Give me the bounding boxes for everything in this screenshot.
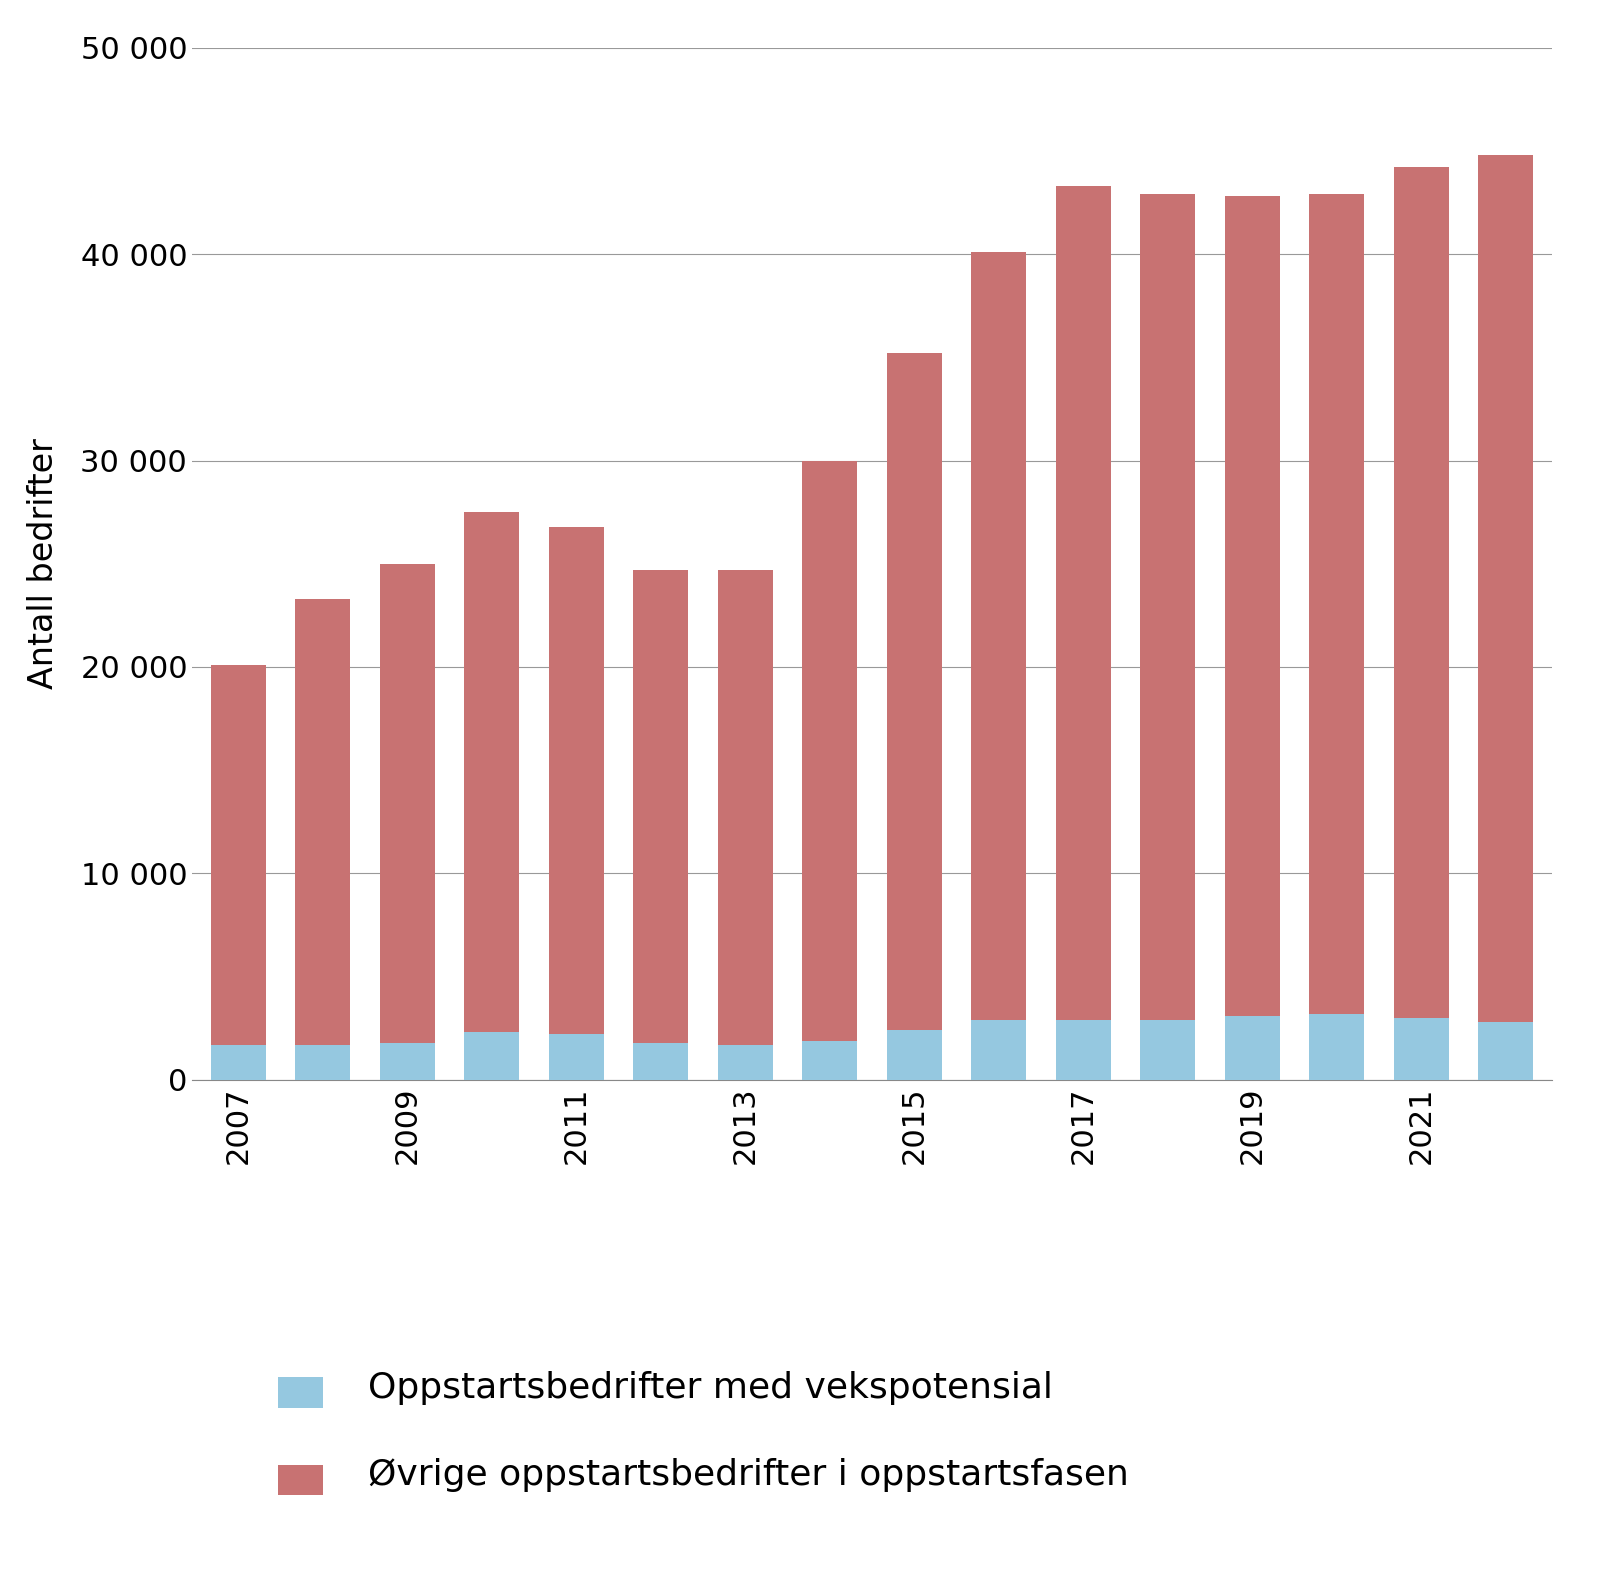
Bar [211, 1045, 266, 1080]
Bar [296, 599, 350, 1045]
Bar [1224, 197, 1280, 1016]
Bar [718, 570, 773, 1045]
Bar [1141, 1019, 1195, 1080]
Bar [549, 527, 603, 1034]
Bar [802, 1040, 858, 1080]
Bar [379, 564, 435, 1043]
Bar [296, 1045, 350, 1080]
Bar [1394, 1018, 1448, 1080]
Bar [634, 1043, 688, 1080]
Bar [1056, 186, 1110, 1019]
Bar [1056, 1019, 1110, 1080]
Bar [802, 461, 858, 1040]
Bar [464, 513, 520, 1032]
Bar [886, 1031, 942, 1080]
Bar [634, 570, 688, 1043]
Bar [971, 252, 1026, 1019]
Bar [379, 1043, 435, 1080]
Bar [211, 665, 266, 1045]
Bar [1309, 194, 1365, 1013]
Y-axis label: Antall bedrifter: Antall bedrifter [27, 438, 59, 689]
Bar [1478, 1023, 1533, 1080]
Bar [1224, 1016, 1280, 1080]
Bar [464, 1032, 520, 1080]
Bar [971, 1019, 1026, 1080]
Bar [1478, 156, 1533, 1023]
Bar [1394, 167, 1448, 1018]
Bar [1309, 1013, 1365, 1080]
Bar [1141, 194, 1195, 1019]
Bar [718, 1045, 773, 1080]
Bar [886, 353, 942, 1031]
Legend: Oppstartsbedrifter med vekspotensial, Øvrige oppstartsbedrifter i oppstartsfasen: Oppstartsbedrifter med vekspotensial, Øv… [278, 1364, 1130, 1496]
Bar [549, 1034, 603, 1080]
